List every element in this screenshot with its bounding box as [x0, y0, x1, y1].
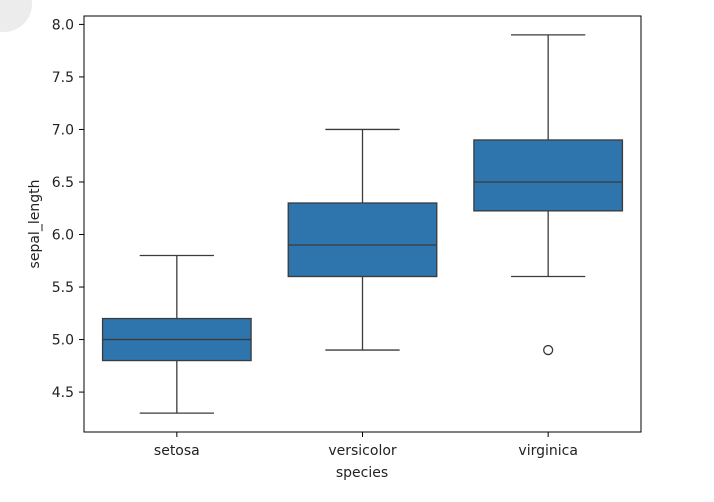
y-tick-label: 8.0 — [52, 17, 74, 33]
y-tick-label: 6.0 — [52, 228, 74, 244]
x-tick-label: versicolor — [328, 443, 397, 459]
box-virginica — [473, 34, 624, 356]
y-ticks: 4.5 5.0 5.5 6.0 6.5 7.0 7.5 8.0 — [52, 17, 84, 401]
box-versicolor — [287, 128, 438, 351]
y-tick-label: 5.5 — [52, 280, 74, 296]
x-ticks: setosa versicolor virginica — [154, 432, 578, 459]
x-axis-label: species — [336, 465, 388, 481]
y-tick-label: 6.5 — [52, 175, 74, 191]
y-tick-label: 7.0 — [52, 122, 74, 138]
y-tick-label: 4.5 — [52, 385, 74, 401]
boxes — [101, 34, 624, 414]
y-tick-label: 7.5 — [52, 70, 74, 86]
box-setosa — [101, 254, 252, 414]
outlier-point — [543, 344, 554, 356]
x-tick-label: virginica — [518, 443, 578, 459]
y-tick-label: 5.0 — [52, 333, 74, 349]
iqr-box — [287, 202, 438, 278]
iqr-box — [473, 139, 624, 212]
x-tick-label: setosa — [154, 443, 200, 459]
y-axis-label: sepal_length — [27, 180, 43, 269]
